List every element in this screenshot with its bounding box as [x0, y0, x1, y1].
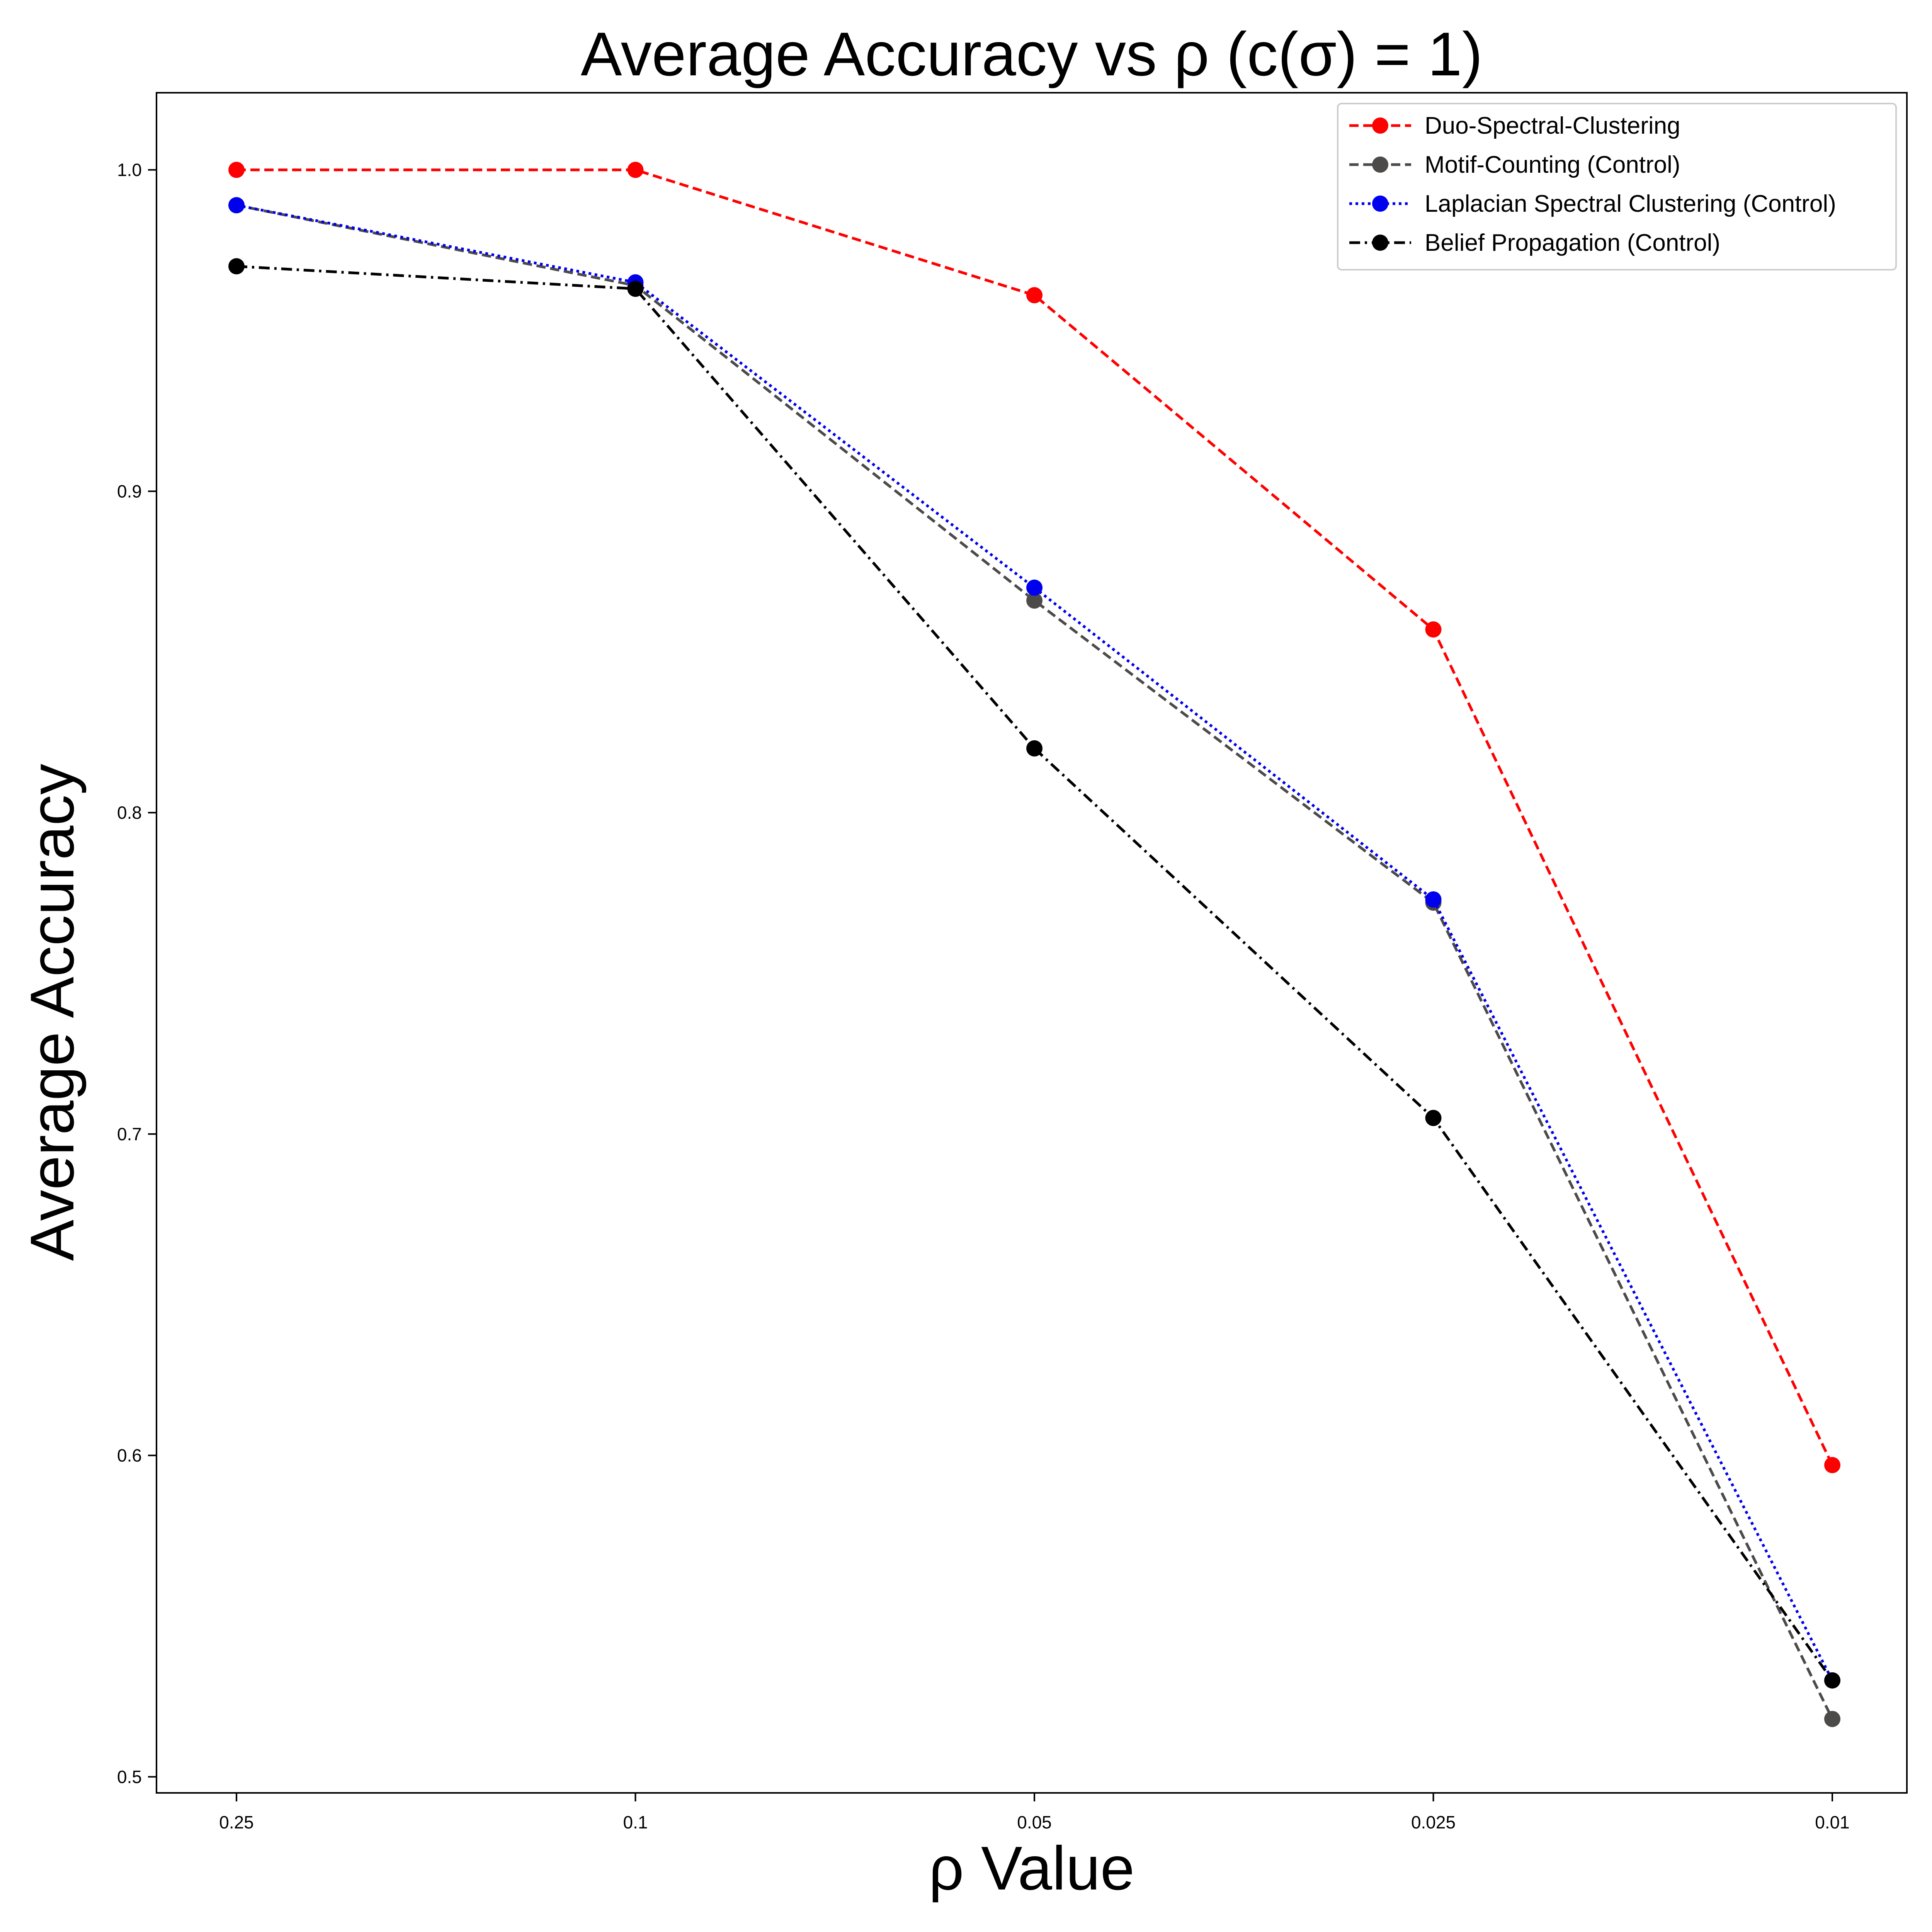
series-line [236, 265, 1833, 1681]
legend-label: Duo-Spectral-Clustering [1425, 112, 1680, 139]
data-point [1026, 592, 1043, 609]
data-point [1824, 1457, 1840, 1473]
y-tick-label: 1.0 [117, 160, 142, 180]
y-tick-label: 0.9 [117, 481, 142, 501]
data-point [1425, 891, 1442, 908]
y-tick-label: 0.6 [117, 1446, 142, 1466]
series-laplacian-spectral-clustering-control [228, 197, 1840, 1689]
legend-swatch-marker [1372, 156, 1388, 173]
data-point [1026, 287, 1043, 304]
x-tick-label: 0.025 [1411, 1812, 1456, 1832]
data-point [627, 281, 644, 297]
data-point [1824, 1672, 1840, 1689]
data-point [1425, 1110, 1442, 1126]
data-point [1824, 1711, 1840, 1727]
data-point [1425, 621, 1442, 638]
legend: Duo-Spectral-Clustering Motif-Counting (C… [1337, 103, 1897, 270]
plot-frame [156, 92, 1908, 1794]
legend-box [1337, 103, 1897, 270]
legend-label: Laplacian Spectral Clustering (Control) [1425, 190, 1836, 217]
series-line [236, 168, 1834, 1466]
data-point [228, 197, 245, 214]
x-tick-label: 0.25 [219, 1812, 254, 1832]
y-tick-label: 0.5 [117, 1767, 142, 1787]
legend-label: Motif-Counting (Control) [1425, 151, 1680, 178]
data-point [1026, 740, 1043, 757]
y-axis-title: Average Accuracy [17, 764, 87, 1261]
legend-label: Belief Propagation (Control) [1425, 230, 1720, 256]
series-motif-counting-control [228, 197, 1840, 1727]
series-belief-propagation-control [228, 258, 1840, 1689]
series-duo-spectral-clustering [228, 162, 1840, 1473]
data-point [228, 258, 245, 275]
series-line [236, 204, 1834, 1681]
data-point [228, 162, 245, 178]
x-tick-label: 0.05 [1017, 1812, 1052, 1832]
x-tick-label: 0.1 [623, 1812, 648, 1832]
y-tick-label: 0.8 [117, 803, 142, 823]
legend-swatch-marker [1372, 117, 1388, 134]
data-point [627, 162, 644, 178]
series-line [236, 204, 1834, 1720]
x-tick-label: 0.01 [1815, 1812, 1850, 1832]
legend-swatch-marker [1372, 235, 1388, 251]
plot-area: 0.25 0.1 0.05 0.025 0.01 0.5 0.6 0.7 0.8 0.9 1.0 [117, 160, 1850, 1832]
legend-swatch-marker [1372, 196, 1388, 212]
x-axis-title: ρ Value [929, 1833, 1135, 1903]
y-tick-label: 0.7 [117, 1124, 142, 1144]
chart-title: Average Accuracy vs ρ (c(σ) = 1) [581, 19, 1483, 88]
data-point [1026, 579, 1043, 596]
